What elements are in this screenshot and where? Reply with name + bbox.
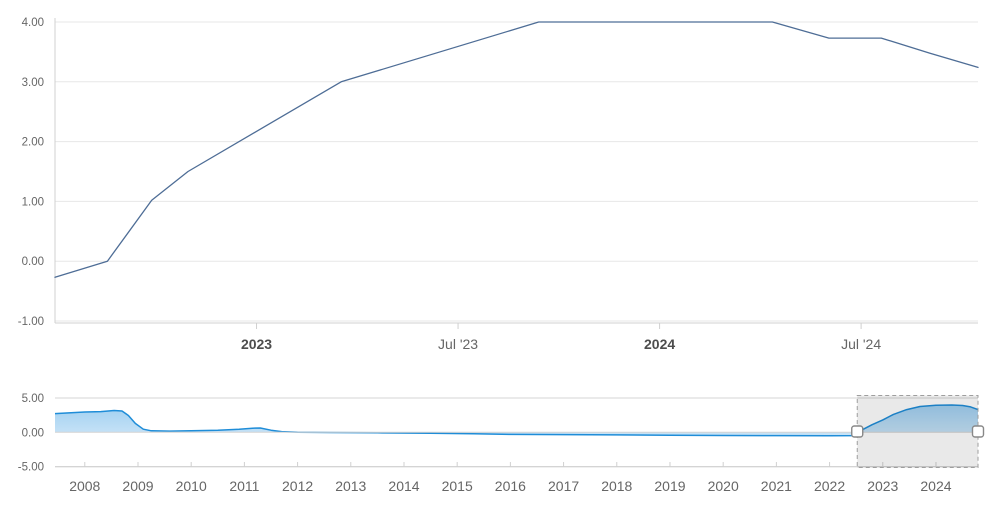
nav-y-axis-label: 0.00 bbox=[22, 427, 44, 439]
main-series-line bbox=[54, 21, 979, 278]
nav-x-axis-label: 2015 bbox=[442, 478, 473, 494]
nav-x-axis-label: 2012 bbox=[282, 478, 313, 494]
nav-x-axis-label: 2020 bbox=[708, 478, 739, 494]
navigator-area[interactable]: 5.00 0.00 -5.00 2008 2009 2010 2011 2012 2013 201… bbox=[18, 393, 985, 494]
main-x-axis-label: Jul '23 bbox=[438, 336, 478, 352]
nav-x-axis-label: 2023 bbox=[867, 478, 898, 494]
main-y-axis-label: 0.00 bbox=[22, 256, 44, 268]
nav-x-axis-label: 2024 bbox=[920, 478, 951, 494]
nav-x-axis-label: 2016 bbox=[495, 478, 526, 494]
nav-handle-right[interactable] bbox=[971, 425, 985, 438]
main-y-axis-label: 3.00 bbox=[22, 77, 44, 89]
nav-x-axis-label: 2014 bbox=[388, 478, 419, 494]
nav-y-axis-label: 5.00 bbox=[22, 393, 44, 405]
nav-x-axis-label: 2018 bbox=[601, 478, 632, 494]
nav-x-axis-label: 2019 bbox=[654, 478, 685, 494]
nav-x-axis-label: 2017 bbox=[548, 478, 579, 494]
nav-x-axis-label: 2021 bbox=[761, 478, 792, 494]
nav-x-axis-label: 2022 bbox=[814, 478, 845, 494]
main-x-axis-label: Jul '24 bbox=[841, 336, 881, 352]
nav-handle-left[interactable] bbox=[851, 425, 864, 438]
nav-x-axis-label: 2008 bbox=[69, 478, 100, 494]
nav-series-line bbox=[54, 404, 979, 437]
main-x-axis-label: 2023 bbox=[241, 336, 272, 352]
nav-y-axis-label: -5.00 bbox=[18, 462, 44, 474]
nav-x-axis-label: 2011 bbox=[229, 478, 259, 494]
main-y-axis-label: 1.00 bbox=[22, 196, 44, 208]
nav-x-axis-label: 2009 bbox=[122, 478, 153, 494]
main-y-axis-label: 4.00 bbox=[22, 17, 44, 29]
nav-x-axis-label: 2013 bbox=[335, 478, 366, 494]
main-chart-area: 4.00 3.00 2.00 1.00 0.00 -1.00 2023 Jul '23 2024… bbox=[18, 17, 979, 352]
nav-x-axis-label: 2010 bbox=[176, 478, 207, 494]
main-y-axis-label: -1.00 bbox=[18, 316, 44, 328]
main-x-axis-label: 2024 bbox=[644, 336, 675, 352]
nav-selection-mask[interactable] bbox=[857, 395, 978, 468]
main-y-axis-label: 2.00 bbox=[22, 137, 44, 149]
